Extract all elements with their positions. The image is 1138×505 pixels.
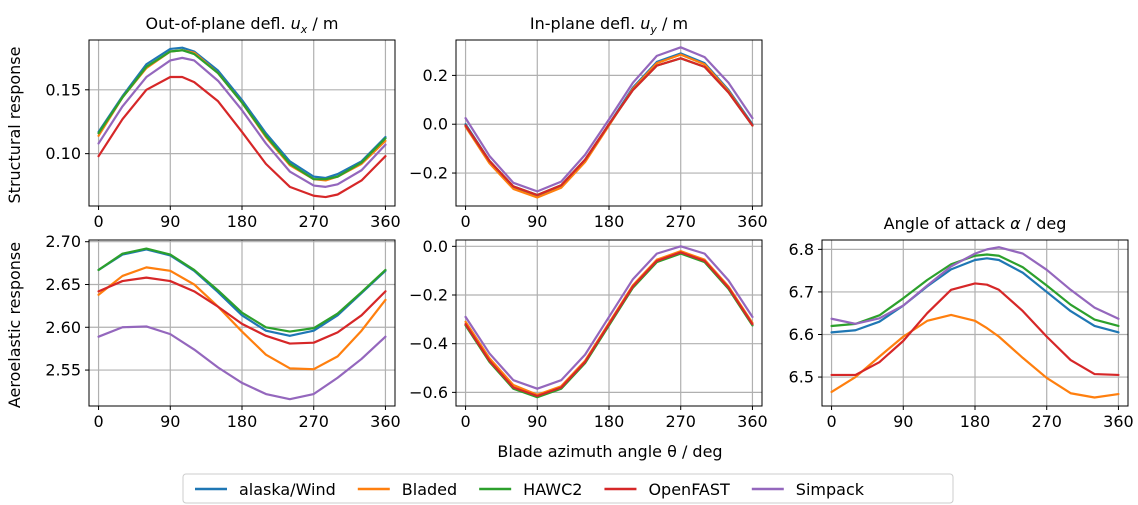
series-line-simpack [97,325,387,401]
x-tick-label: 90 [527,212,547,231]
y-tick-label: 6.5 [789,368,814,387]
y-tick-label: −0.4 [409,334,448,353]
series-line-simpack [464,245,754,390]
x-tick-label: 360 [370,212,401,231]
y-tick-label: −0.2 [409,164,448,183]
x-tick-label: 270 [298,212,329,231]
y-tick-label: 2.65 [45,275,81,294]
legend-label: OpenFAST [648,480,730,499]
y-tick-label: 2.70 [45,232,81,251]
series-line-hawc2 [830,253,1120,328]
series-line-simpack [830,246,1120,325]
series-line-alaska-wind [97,46,387,180]
subplot-title: In-plane defl. uy / m [530,14,688,36]
y-tick-label: 0.0 [423,237,448,256]
x-tick-label: 180 [227,212,258,231]
x-tick-label: 90 [527,412,547,431]
series-line-bladed [97,266,387,371]
x-tick-label: 0 [93,412,103,431]
series-line-alaska-wind [830,257,1120,334]
subplot-aoa: 0 90 180 270 360 6.5 6.6 6.7 6.8 Angle of attack … [789,214,1134,431]
row-label-structural: Structural response [5,47,24,204]
series-line-hawc2 [97,49,387,181]
y-tick-label: 6.8 [789,240,814,259]
subplot-aero-ux: 0 90 180 270 360 2.55 2.60 2.65 2.70 [45,232,400,431]
legend-label: alaska/Wind [239,480,336,499]
x-tick-label: 270 [298,412,329,431]
row-label-aeroelastic: Aeroelastic response [5,242,24,408]
legend: alaska/Wind Bladed HAWC2 OpenFAST Simpack [182,473,954,504]
y-tick-label: 6.7 [789,282,814,301]
subplot-grid: 0 90 180 270 360 0.10 0.15 Out-of-plane defl. u… [45,14,1133,431]
series-line-openfast [97,75,387,199]
common-xlabel-text: Blade azimuth angle θ / deg [497,442,722,461]
series-line-simpack [97,56,387,188]
y-tick-label: 0.0 [423,115,448,134]
x-tick-label: 0 [460,412,470,431]
x-tick-label: 180 [594,412,625,431]
y-tick-label: −0.2 [409,286,448,305]
subplot-uy: 0 90 180 270 360 −0.2 0.0 0.2 In-plane defl. uy … [409,14,768,231]
x-tick-label: 180 [227,412,258,431]
y-tick-label: 2.60 [45,318,81,337]
subplot-title: Out-of-plane defl. ux / m [146,14,339,36]
x-tick-label: 0 [460,212,470,231]
y-tick-label: 2.55 [45,361,81,380]
y-tick-label: 0.2 [423,66,448,85]
y-tick-label: 0.15 [45,80,81,99]
series-line-simpack [464,46,754,193]
subplot-title: Angle of attack α / deg [884,214,1067,233]
x-tick-label: 90 [160,412,180,431]
x-tick-label: 360 [1103,412,1134,431]
series-line-openfast [830,282,1120,377]
series-line-openfast [464,57,754,197]
legend-label: Simpack [796,480,865,499]
x-tick-label: 180 [960,412,991,431]
x-tick-label: 360 [737,212,768,231]
series-line-openfast [97,276,387,345]
x-tick-label: 360 [370,412,401,431]
y-tick-label: 0.10 [45,144,81,163]
y-tick-label: −0.6 [409,383,448,402]
x-tick-label: 270 [1031,412,1062,431]
x-tick-label: 90 [160,212,180,231]
x-tick-label: 180 [594,212,625,231]
legend-label: Bladed [402,480,457,499]
subplot-ux: 0 90 180 270 360 0.10 0.15 Out-of-plane defl. u… [45,14,400,231]
x-tick-label: 0 [93,212,103,231]
legend-label: HAWC2 [523,480,582,499]
series-line-bladed [830,313,1120,399]
x-tick-label: 0 [826,412,836,431]
subplot-aero-uy: 0 90 180 270 360 −0.6 −0.4 −0.2 0.0 [409,237,768,431]
series-line-hawc2 [97,247,387,333]
common-xlabel: Blade azimuth angle θ / deg [497,442,722,461]
x-tick-label: 270 [665,212,696,231]
x-tick-label: 360 [737,412,768,431]
series-line-openfast [464,251,754,398]
legend-frame [182,473,954,504]
y-tick-label: 6.6 [789,325,814,344]
x-tick-label: 270 [665,412,696,431]
x-tick-label: 90 [893,412,913,431]
